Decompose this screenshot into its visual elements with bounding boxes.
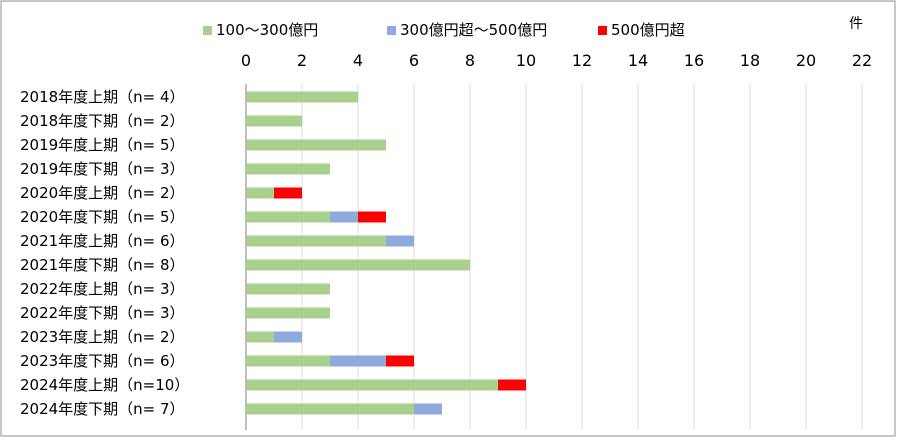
bar-segment [358,211,386,223]
bar-segment [246,307,330,319]
legend-swatch [387,26,396,35]
bar-segment [246,235,386,247]
bar-segment [246,379,498,391]
bar-segment [246,355,330,367]
bar-segment [274,331,302,343]
x-tick-label: 8 [465,51,475,70]
x-tick-label: 18 [740,51,760,70]
bar-segment [246,91,358,103]
category-label: 2023年度下期（n= 6） [20,352,185,370]
category-label: 2024年度上期（n=10） [20,376,189,394]
legend: 100～300億円 300億円超～500億円 500億円超 [203,21,685,39]
bar-segment [246,283,330,295]
x-tick-label: 4 [353,51,363,70]
bar-segment [246,187,274,199]
legend-item: 500億円超 [598,21,685,39]
legend-swatch [203,26,212,35]
x-tick-label: 10 [516,51,536,70]
category-label: 2019年度上期（n= 5） [20,136,185,154]
x-tick-label: 12 [572,51,592,70]
bar-segment [246,403,414,415]
x-axis-tick-labels: 0 2 4 6 8 10 12 14 16 18 20 22 [241,51,872,70]
bar-segment [386,355,414,367]
legend-label: 100～300億円 [216,21,318,39]
category-label: 2020年度上期（n= 2） [20,184,185,202]
bar-segment [246,163,330,175]
category-label: 2022年度下期（n= 3） [20,304,185,322]
unit-label: 件 [849,16,863,32]
bar-segment [330,355,386,367]
legend-label: 300億円超～500億円 [400,21,547,39]
category-label: 2018年度上期（n= 4） [20,88,185,106]
category-label: 2023年度上期（n= 2） [20,328,185,346]
bar-segment [246,259,470,271]
legend-swatch [598,26,607,35]
bar-segment [246,139,386,151]
bar-segment [414,403,442,415]
category-label: 2021年度下期（n= 8） [20,256,185,274]
category-labels: 2018年度上期（n= 4） 2018年度下期（n= 2） 2019年度上期（n= … [20,88,189,418]
category-label: 2019年度下期（n= 3） [20,160,185,178]
bars [246,91,526,415]
bar-segment [330,211,358,223]
x-tick-label: 16 [684,51,704,70]
bar-segment [274,187,302,199]
bar-segment [246,331,274,343]
x-tick-label: 0 [241,51,251,70]
category-label: 2021年度上期（n= 6） [20,232,185,250]
bar-segment [246,211,330,223]
gridlines [245,84,863,430]
category-label: 2024年度下期（n= 7） [20,400,185,418]
legend-label: 500億円超 [611,21,685,39]
x-tick-label: 2 [297,51,307,70]
legend-item: 100～300億円 [203,21,318,39]
x-tick-label: 20 [796,51,816,70]
bar-segment [246,115,302,127]
bar-segment [386,235,414,247]
x-tick-label: 6 [409,51,419,70]
category-label: 2018年度下期（n= 2） [20,112,185,130]
category-label: 2020年度下期（n= 5） [20,208,185,226]
x-tick-label: 22 [852,51,872,70]
x-tick-label: 14 [628,51,648,70]
legend-item: 300億円超～500億円 [387,21,547,39]
bar-segment [498,379,526,391]
category-label: 2022年度上期（n= 3） [20,280,185,298]
